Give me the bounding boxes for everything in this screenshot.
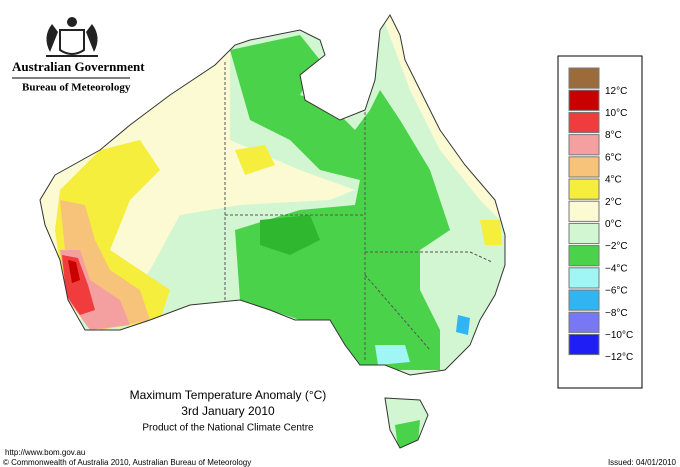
legend-swatch — [568, 111, 600, 134]
government-name: Australian Government — [12, 59, 145, 74]
legend-swatch — [568, 178, 600, 200]
legend-swatch — [568, 222, 600, 245]
legend-swatch — [568, 89, 600, 111]
legend-swatch — [568, 289, 600, 311]
australia-map — [39, 14, 506, 449]
legend-frame — [557, 55, 643, 389]
legend-label: 6°C — [605, 152, 622, 163]
legend-label: −6°C — [605, 286, 628, 297]
footer-url: http://www.bom.gov.au — [5, 448, 85, 457]
legend-swatch — [568, 267, 600, 289]
agency-name: Bureau of Meteorology — [22, 82, 131, 94]
legend-label: −4°C — [605, 263, 628, 274]
footer-copyright: © Commonwealth of Australia 2010, Austra… — [3, 458, 251, 467]
legend-label: −10°C — [605, 330, 633, 341]
legend-label: 4°C — [605, 175, 622, 186]
legend-label: 2°C — [605, 197, 622, 208]
legend-swatch — [568, 311, 600, 333]
map-title: Maximum Temperature Anomaly (°C) — [130, 388, 327, 402]
legend-label: −12°C — [605, 352, 633, 363]
legend-swatch — [568, 67, 600, 89]
map-date: 3rd January 2010 — [181, 404, 275, 418]
legend-swatch — [568, 200, 600, 222]
legend-swatch — [568, 245, 600, 267]
legend-label: 12°C — [605, 86, 627, 97]
legend-swatch — [568, 134, 600, 156]
legend-swatch — [568, 333, 600, 356]
map-product: Product of the National Climate Centre — [142, 423, 314, 434]
legend-label: −8°C — [605, 308, 628, 319]
legend-label: 10°C — [605, 108, 627, 119]
footer-issued: Issued: 04/01/2010 — [608, 458, 677, 467]
legend: 12°C 10°C 8°C 6°C 4°C 2°C 0°C −2°C −4°C −6°C −8°C −… — [557, 55, 643, 389]
legend-swatch — [568, 156, 600, 178]
legend-label: −2°C — [605, 241, 628, 252]
coat-of-arms — [46, 17, 98, 57]
legend-label: 0°C — [605, 219, 622, 230]
legend-label: 8°C — [605, 130, 622, 141]
